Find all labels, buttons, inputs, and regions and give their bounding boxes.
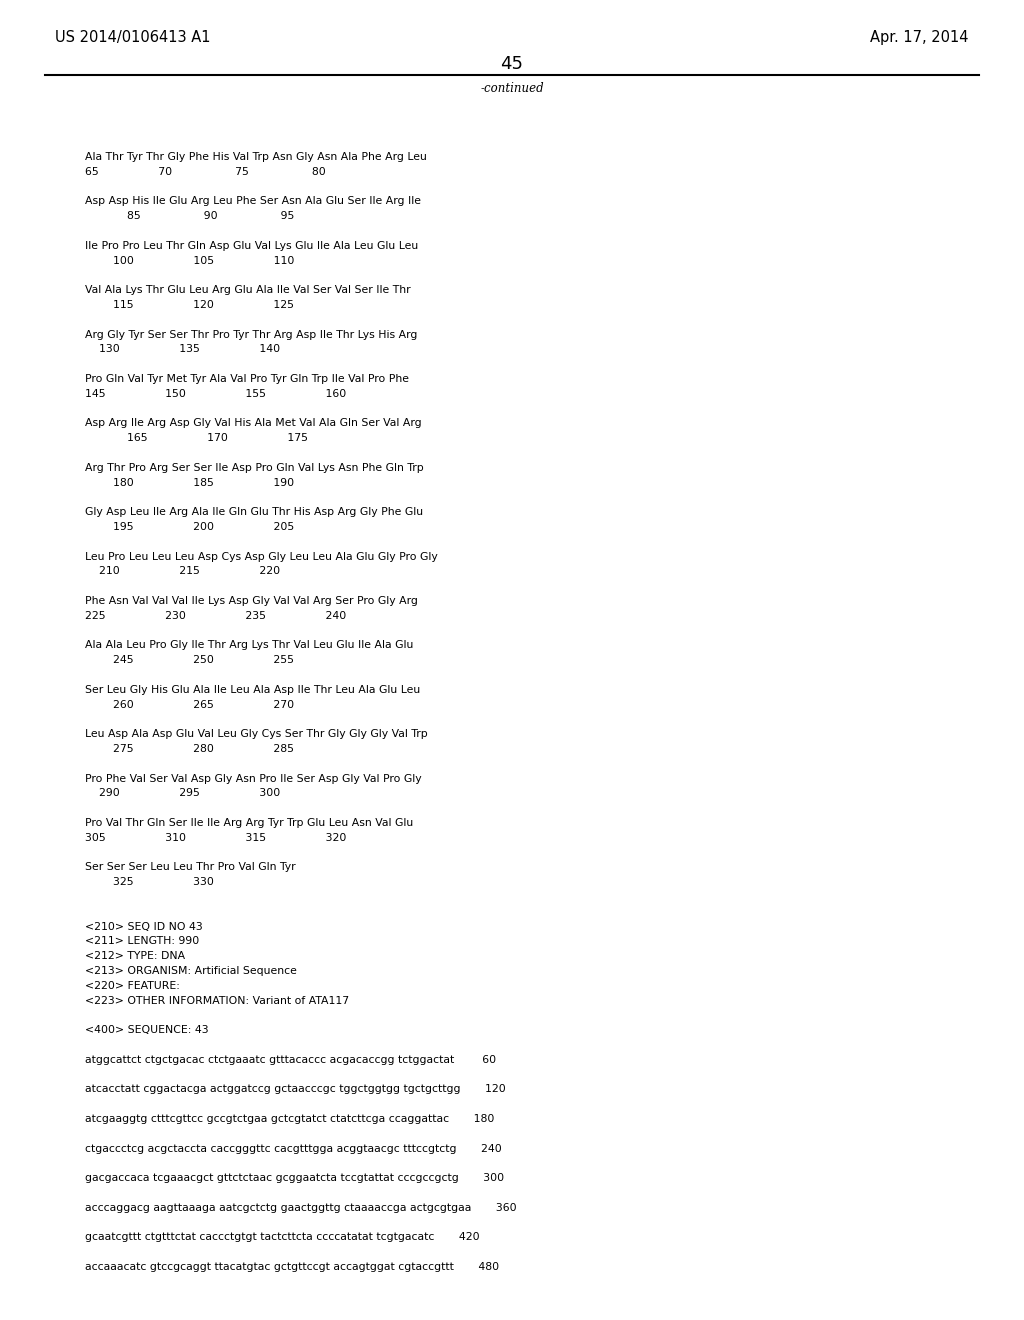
Text: 245                 250                 255: 245 250 255 <box>85 655 294 665</box>
Text: 195                 200                 205: 195 200 205 <box>85 521 294 532</box>
Text: US 2014/0106413 A1: US 2014/0106413 A1 <box>55 30 211 45</box>
Text: 130                 135                 140: 130 135 140 <box>85 345 281 354</box>
Text: 65                 70                  75                  80: 65 70 75 80 <box>85 166 326 177</box>
Text: 325                 330: 325 330 <box>85 878 214 887</box>
Text: 210                 215                 220: 210 215 220 <box>85 566 281 577</box>
Text: 305                 310                 315                 320: 305 310 315 320 <box>85 833 346 842</box>
Text: <223> OTHER INFORMATION: Variant of ATA117: <223> OTHER INFORMATION: Variant of ATA1… <box>85 995 349 1006</box>
Text: acccaggacg aagttaaaga aatcgctctg gaactggttg ctaaaaccga actgcgtgaa       360: acccaggacg aagttaaaga aatcgctctg gaactgg… <box>85 1203 517 1213</box>
Text: Pro Gln Val Tyr Met Tyr Ala Val Pro Tyr Gln Trp Ile Val Pro Phe: Pro Gln Val Tyr Met Tyr Ala Val Pro Tyr … <box>85 374 409 384</box>
Text: ctgaccctcg acgctaccta caccgggttc cacgtttgga acggtaacgc tttccgtctg       240: ctgaccctcg acgctaccta caccgggttc cacgttt… <box>85 1143 502 1154</box>
Text: Arg Thr Pro Arg Ser Ser Ile Asp Pro Gln Val Lys Asn Phe Gln Trp: Arg Thr Pro Arg Ser Ser Ile Asp Pro Gln … <box>85 463 424 473</box>
Text: 100                 105                 110: 100 105 110 <box>85 256 294 265</box>
Text: <213> ORGANISM: Artificial Sequence: <213> ORGANISM: Artificial Sequence <box>85 966 297 975</box>
Text: Phe Asn Val Val Val Ile Lys Asp Gly Val Val Arg Ser Pro Gly Arg: Phe Asn Val Val Val Ile Lys Asp Gly Val … <box>85 597 418 606</box>
Text: <220> FEATURE:: <220> FEATURE: <box>85 981 180 991</box>
Text: 180                 185                 190: 180 185 190 <box>85 478 294 487</box>
Text: -continued: -continued <box>480 82 544 95</box>
Text: 275                 280                 285: 275 280 285 <box>85 744 294 754</box>
Text: Ala Thr Tyr Thr Gly Phe His Val Trp Asn Gly Asn Ala Phe Arg Leu: Ala Thr Tyr Thr Gly Phe His Val Trp Asn … <box>85 152 427 162</box>
Text: Pro Phe Val Ser Val Asp Gly Asn Pro Ile Ser Asp Gly Val Pro Gly: Pro Phe Val Ser Val Asp Gly Asn Pro Ile … <box>85 774 422 784</box>
Text: Pro Val Thr Gln Ser Ile Ile Arg Arg Tyr Trp Glu Leu Asn Val Glu: Pro Val Thr Gln Ser Ile Ile Arg Arg Tyr … <box>85 818 414 828</box>
Text: Val Ala Lys Thr Glu Leu Arg Glu Ala Ile Val Ser Val Ser Ile Thr: Val Ala Lys Thr Glu Leu Arg Glu Ala Ile … <box>85 285 411 296</box>
Text: Ile Pro Pro Leu Thr Gln Asp Glu Val Lys Glu Ile Ala Leu Glu Leu: Ile Pro Pro Leu Thr Gln Asp Glu Val Lys … <box>85 240 418 251</box>
Text: 260                 265                 270: 260 265 270 <box>85 700 294 710</box>
Text: atcgaaggtg ctttcgttcc gccgtctgaa gctcgtatct ctatcttcga ccaggattac       180: atcgaaggtg ctttcgttcc gccgtctgaa gctcgta… <box>85 1114 495 1125</box>
Text: 85                  90                  95: 85 90 95 <box>85 211 294 222</box>
Text: Asp Asp His Ile Glu Arg Leu Phe Ser Asn Ala Glu Ser Ile Arg Ile: Asp Asp His Ile Glu Arg Leu Phe Ser Asn … <box>85 197 421 206</box>
Text: 45: 45 <box>501 55 523 73</box>
Text: <400> SEQUENCE: 43: <400> SEQUENCE: 43 <box>85 1026 209 1035</box>
Text: Ala Ala Leu Pro Gly Ile Thr Arg Lys Thr Val Leu Glu Ile Ala Glu: Ala Ala Leu Pro Gly Ile Thr Arg Lys Thr … <box>85 640 414 651</box>
Text: accaaacatc gtccgcaggt ttacatgtac gctgttccgt accagtggat cgtaccgttt       480: accaaacatc gtccgcaggt ttacatgtac gctgttc… <box>85 1262 499 1272</box>
Text: <212> TYPE: DNA: <212> TYPE: DNA <box>85 952 185 961</box>
Text: Ser Ser Ser Leu Leu Thr Pro Val Gln Tyr: Ser Ser Ser Leu Leu Thr Pro Val Gln Tyr <box>85 862 296 873</box>
Text: 225                 230                 235                 240: 225 230 235 240 <box>85 611 346 620</box>
Text: 290                 295                 300: 290 295 300 <box>85 788 281 799</box>
Text: <211> LENGTH: 990: <211> LENGTH: 990 <box>85 936 200 946</box>
Text: atcacctatt cggactacga actggatccg gctaacccgc tggctggtgg tgctgcttgg       120: atcacctatt cggactacga actggatccg gctaacc… <box>85 1085 506 1094</box>
Text: 165                 170                 175: 165 170 175 <box>85 433 308 444</box>
Text: 145                 150                 155                 160: 145 150 155 160 <box>85 389 346 399</box>
Text: Leu Pro Leu Leu Leu Asp Cys Asp Gly Leu Leu Ala Glu Gly Pro Gly: Leu Pro Leu Leu Leu Asp Cys Asp Gly Leu … <box>85 552 437 561</box>
Text: 115                 120                 125: 115 120 125 <box>85 300 294 310</box>
Text: Gly Asp Leu Ile Arg Ala Ile Gln Glu Thr His Asp Arg Gly Phe Glu: Gly Asp Leu Ile Arg Ala Ile Gln Glu Thr … <box>85 507 423 517</box>
Text: <210> SEQ ID NO 43: <210> SEQ ID NO 43 <box>85 921 203 932</box>
Text: gcaatcgttt ctgtttctat caccctgtgt tactcttcta ccccatatat tcgtgacatc       420: gcaatcgttt ctgtttctat caccctgtgt tactctt… <box>85 1233 479 1242</box>
Text: Asp Arg Ile Arg Asp Gly Val His Ala Met Val Ala Gln Ser Val Arg: Asp Arg Ile Arg Asp Gly Val His Ala Met … <box>85 418 422 429</box>
Text: atggcattct ctgctgacac ctctgaaatc gtttacaccc acgacaccgg tctggactat        60: atggcattct ctgctgacac ctctgaaatc gtttaca… <box>85 1055 496 1065</box>
Text: Ser Leu Gly His Glu Ala Ile Leu Ala Asp Ile Thr Leu Ala Glu Leu: Ser Leu Gly His Glu Ala Ile Leu Ala Asp … <box>85 685 420 694</box>
Text: Arg Gly Tyr Ser Ser Thr Pro Tyr Thr Arg Asp Ile Thr Lys His Arg: Arg Gly Tyr Ser Ser Thr Pro Tyr Thr Arg … <box>85 330 418 339</box>
Text: Apr. 17, 2014: Apr. 17, 2014 <box>870 30 969 45</box>
Text: gacgaccaca tcgaaacgct gttctctaac gcggaatcta tccgtattat cccgccgctg       300: gacgaccaca tcgaaacgct gttctctaac gcggaat… <box>85 1173 504 1183</box>
Text: Leu Asp Ala Asp Glu Val Leu Gly Cys Ser Thr Gly Gly Gly Val Trp: Leu Asp Ala Asp Glu Val Leu Gly Cys Ser … <box>85 729 428 739</box>
